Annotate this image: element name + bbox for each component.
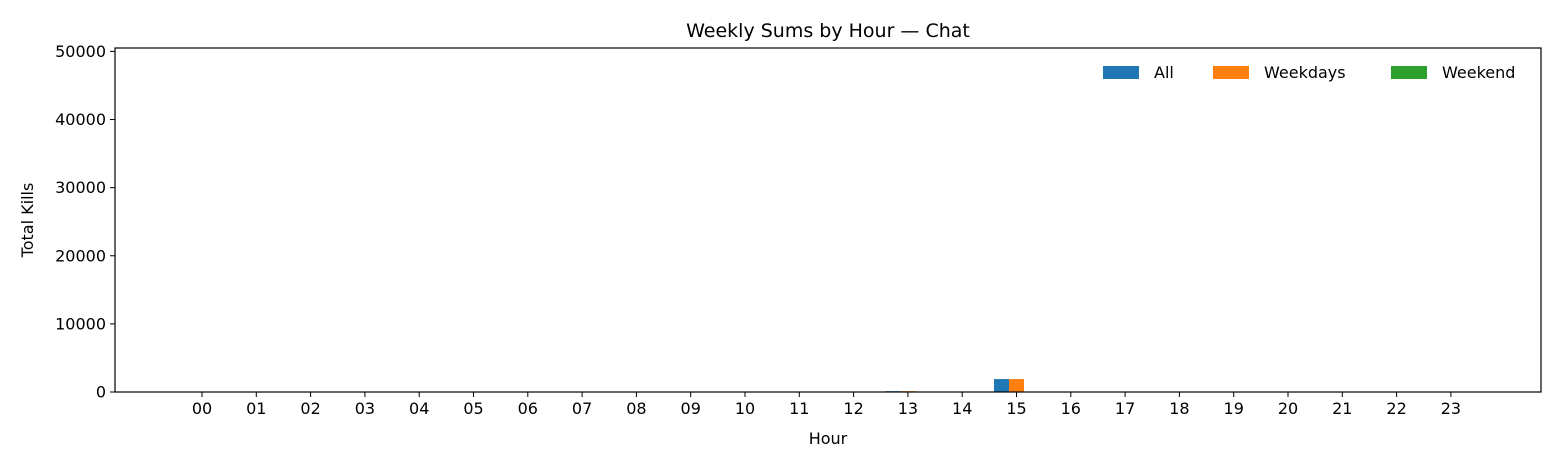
x-tick-label: 18 xyxy=(1169,399,1189,418)
x-tick-label: 16 xyxy=(1061,399,1081,418)
x-tick-label: 09 xyxy=(681,399,701,418)
x-tick-label: 20 xyxy=(1278,399,1298,418)
x-tick-label: 23 xyxy=(1441,399,1461,418)
y-tick-label: 10000 xyxy=(55,314,106,333)
x-tick-label: 22 xyxy=(1386,399,1406,418)
bar-weekdays-15 xyxy=(1009,379,1024,392)
x-tick-label: 06 xyxy=(518,399,538,418)
x-tick-label: 17 xyxy=(1115,399,1135,418)
x-axis: 00 01 02 03 04 05 06 07 08 09 10 11 12 13 14 15 16 17 18 19… xyxy=(192,392,1461,418)
x-tick-label: 07 xyxy=(572,399,592,418)
x-tick-label: 14 xyxy=(952,399,972,418)
bar-all-15 xyxy=(994,379,1009,392)
y-tick-label: 0 xyxy=(96,383,106,402)
legend-label-weekend: Weekend xyxy=(1442,63,1515,82)
y-axis-label: Total Kills xyxy=(18,183,37,259)
x-tick-label: 05 xyxy=(463,399,483,418)
x-tick-label: 15 xyxy=(1006,399,1026,418)
x-tick-label: 00 xyxy=(192,399,212,418)
x-tick-label: 04 xyxy=(409,399,429,418)
x-tick-label: 08 xyxy=(626,399,646,418)
y-tick-label: 30000 xyxy=(55,178,106,197)
legend-swatch-all xyxy=(1103,66,1139,79)
x-tick-label: 11 xyxy=(789,399,809,418)
y-tick-label: 50000 xyxy=(55,42,106,61)
y-tick-label: 40000 xyxy=(55,110,106,129)
x-tick-label: 13 xyxy=(898,399,918,418)
x-axis-label: Hour xyxy=(809,429,848,448)
x-tick-label: 12 xyxy=(843,399,863,418)
y-tick-label: 20000 xyxy=(55,246,106,265)
legend-label-weekdays: Weekdays xyxy=(1264,63,1346,82)
plot-area xyxy=(885,379,1024,392)
x-tick-label: 03 xyxy=(355,399,375,418)
legend-swatch-weekdays xyxy=(1213,66,1249,79)
legend: All Weekdays Weekend xyxy=(1103,63,1515,82)
x-tick-label: 21 xyxy=(1332,399,1352,418)
x-tick-label: 19 xyxy=(1224,399,1244,418)
legend-label-all: All xyxy=(1154,63,1174,82)
chart-title: Weekly Sums by Hour — Chat xyxy=(686,20,970,42)
legend-swatch-weekend xyxy=(1391,66,1427,79)
x-tick-label: 01 xyxy=(246,399,266,418)
plot-frame xyxy=(114,47,1542,393)
x-tick-label: 10 xyxy=(735,399,755,418)
x-tick-label: 02 xyxy=(300,399,320,418)
y-axis: 0 10000 20000 30000 40000 50000 xyxy=(55,42,115,402)
